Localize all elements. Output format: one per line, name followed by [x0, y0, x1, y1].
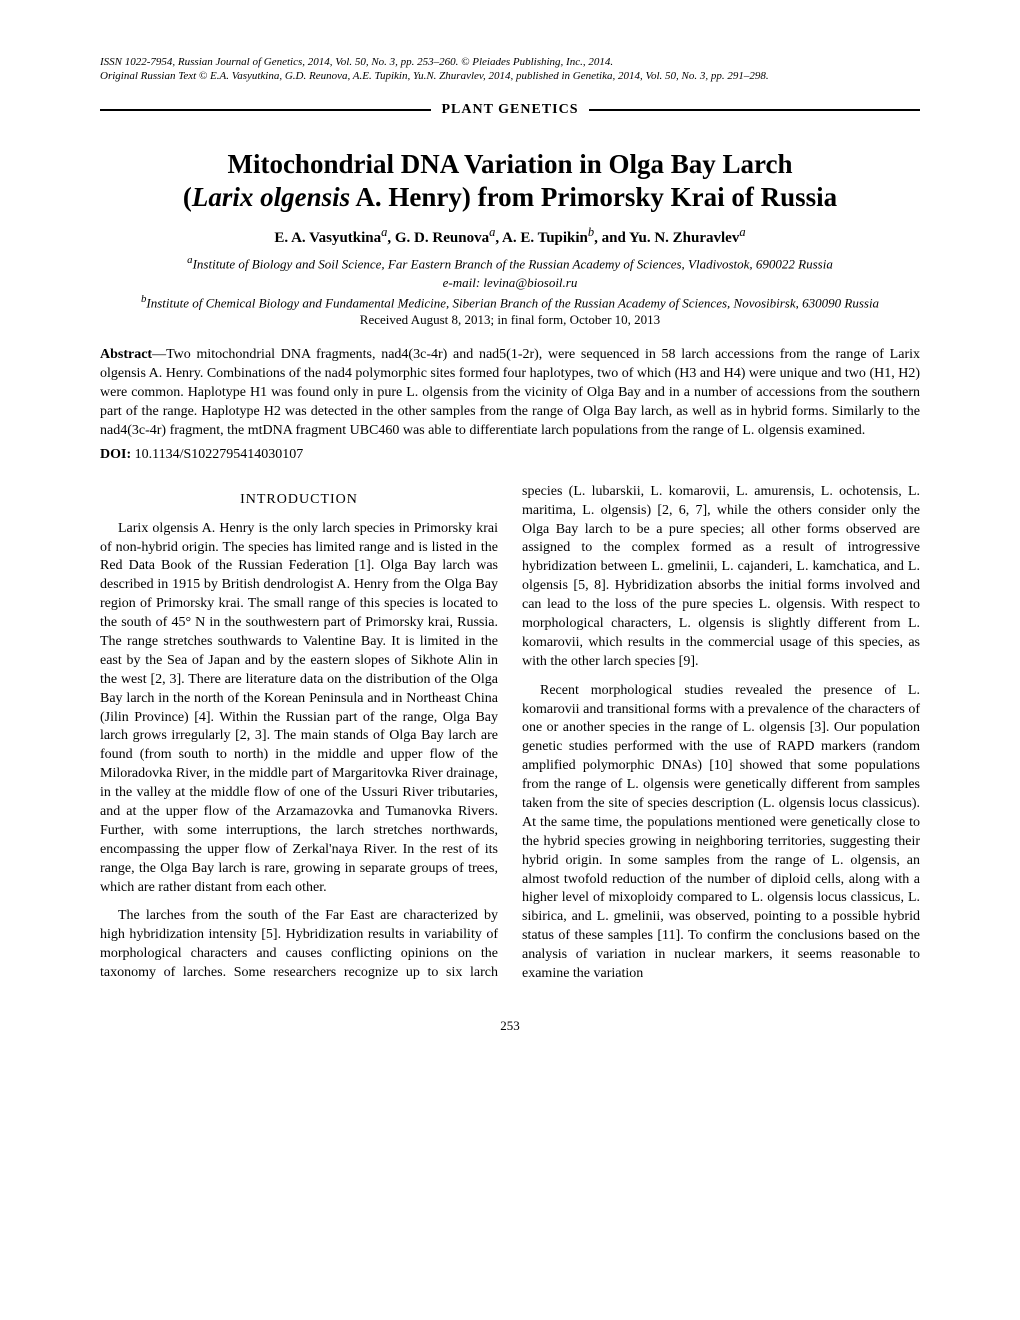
- received-line: Received August 8, 2013; in final form, …: [100, 312, 920, 328]
- section-name: PLANT GENETICS: [431, 102, 588, 118]
- doi-label: DOI:: [100, 447, 131, 462]
- title-species: Larix olgensis: [192, 182, 350, 212]
- doi-value: 10.1134/S1022795414030107: [131, 447, 303, 462]
- abstract: Abstract—Two mitochondrial DNA fragments…: [100, 346, 920, 440]
- author-4: , and Yu. N. Zhuravlev: [594, 230, 739, 246]
- body-columns: INTRODUCTION Larix olgensis A. Henry is …: [100, 483, 920, 989]
- title-rest: A. Henry) from Primorsky Krai of Russia: [350, 182, 837, 212]
- issn-line: ISSN 1022-7954, Russian Journal of Genet…: [100, 55, 920, 69]
- intro-heading: INTRODUCTION: [100, 491, 498, 510]
- author-1: E. A. Vasyutkina: [274, 230, 381, 246]
- title-paren-open: (: [183, 182, 192, 212]
- rule-right: [589, 109, 920, 111]
- email: e-mail: levina@biosoil.ru: [443, 275, 578, 290]
- page-number: 253: [100, 1018, 920, 1034]
- author-3: , A. E. Tupikin: [495, 230, 588, 246]
- original-text-line: Original Russian Text © E.A. Vasyutkina,…: [100, 69, 920, 83]
- aff-sup-a3: a: [739, 225, 745, 239]
- section-label: PLANT GENETICS: [100, 102, 920, 118]
- article-title: Mitochondrial DNA Variation in Olga Bay …: [100, 148, 920, 216]
- paragraph-3: Recent morphological studies revealed th…: [522, 682, 920, 984]
- title-line1: Mitochondrial DNA Variation in Olga Bay …: [227, 149, 792, 179]
- doi-line: DOI: 10.1134/S1022795414030107: [100, 447, 920, 463]
- journal-header: ISSN 1022-7954, Russian Journal of Genet…: [100, 55, 920, 84]
- affiliation-b: Institute of Chemical Biology and Fundam…: [146, 295, 879, 310]
- paragraph-1: Larix olgensis A. Henry is the only larc…: [100, 520, 498, 898]
- authors-line: E. A. Vasyutkinaa, G. D. Reunovaa, A. E.…: [100, 225, 920, 247]
- abstract-label: Abstract: [100, 347, 152, 362]
- affiliation-a: Institute of Biology and Soil Science, F…: [193, 256, 833, 271]
- affiliations-block: aInstitute of Biology and Soil Science, …: [100, 253, 920, 312]
- abstract-text: —Two mitochondrial DNA fragments, nad4(3…: [100, 347, 920, 438]
- rule-left: [100, 109, 431, 111]
- author-2: , G. D. Reunova: [387, 230, 489, 246]
